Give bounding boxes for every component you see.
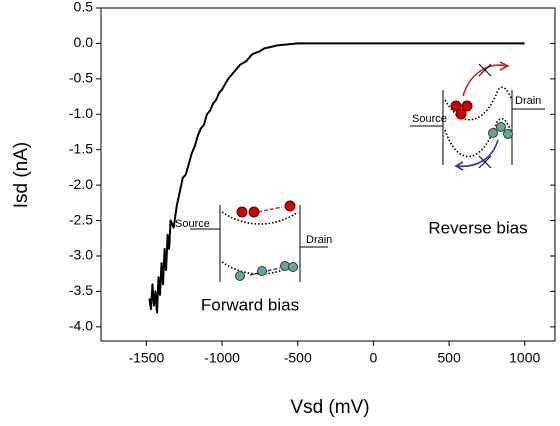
y-tick-label: -3.0 <box>69 247 93 263</box>
y-tick-label: -4.0 <box>69 318 93 334</box>
x-tick-label: 1000 <box>509 350 540 366</box>
y-tick-label: -1.5 <box>69 140 93 156</box>
x-tick-label: -1500 <box>128 350 164 366</box>
annotation: Source <box>412 113 447 125</box>
annotation: Forward bias <box>201 295 299 314</box>
data-line <box>148 42 525 314</box>
annotation: Source <box>175 218 210 230</box>
y-tick-label: -3.5 <box>69 282 93 298</box>
y-axis-label: Isd (nA) <box>11 142 32 209</box>
y-tick-label: -2.5 <box>69 211 93 227</box>
forward-inset <box>190 200 328 282</box>
x-tick-label: 500 <box>437 350 461 366</box>
y-tick-label: 0.5 <box>74 0 94 15</box>
y-tick-label: -1.0 <box>69 105 93 121</box>
annotation: Reverse bias <box>428 218 527 237</box>
x-tick-label: 0 <box>370 350 378 366</box>
annotation: Drain <box>306 234 332 246</box>
annotation: Drain <box>515 95 541 107</box>
x-tick-label: -1000 <box>204 350 240 366</box>
x-tick-label: -500 <box>284 350 312 366</box>
y-tick-label: -0.5 <box>69 70 93 86</box>
y-tick-label: -2.0 <box>69 176 93 192</box>
plot-frame <box>100 7 556 342</box>
y-tick-label: 0.0 <box>74 34 94 50</box>
reverse-inset <box>410 61 545 171</box>
x-axis-label: Vsd (mV) <box>290 397 369 418</box>
